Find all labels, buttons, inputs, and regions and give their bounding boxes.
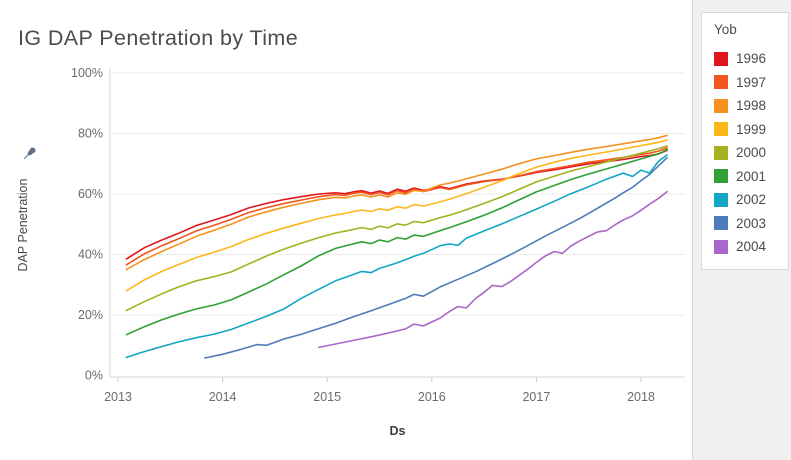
series-line-1996[interactable] xyxy=(125,149,668,260)
pushpin-icon xyxy=(23,147,36,160)
x-axis-title: Ds xyxy=(389,424,406,438)
legend-swatch-1996 xyxy=(714,51,728,66)
legend-title: Yob xyxy=(714,22,737,37)
legend-card: Yob 1996 1997 1998 1999 2000 2001 2002 2003 2004 xyxy=(701,12,789,270)
y-tick-label-80%: 80% xyxy=(78,127,103,141)
series-line-1999[interactable] xyxy=(125,139,668,292)
x-tick-label-2018: 2018 xyxy=(627,390,655,404)
legend-item-label: 2001 xyxy=(736,168,767,184)
y-tick-label-100%: 100% xyxy=(71,66,103,80)
legend-item-2000[interactable]: 2000 xyxy=(714,141,788,165)
legend-swatch-2001 xyxy=(714,169,728,184)
y-tick-label-40%: 40% xyxy=(78,248,103,262)
legend-item-2003[interactable]: 2003 xyxy=(714,212,788,236)
series-line-2000[interactable] xyxy=(125,145,668,312)
legend-item-label: 2000 xyxy=(736,145,767,161)
legend-items: 1996 1997 1998 1999 2000 2001 2002 2003 2004 xyxy=(714,47,788,259)
chart-title: IG DAP Penetration by Time xyxy=(18,26,299,50)
y-tick-label-20%: 20% xyxy=(78,308,103,322)
series-line-2003[interactable] xyxy=(204,156,668,359)
legend-item-label: 2003 xyxy=(736,215,767,231)
series-line-1997[interactable] xyxy=(125,146,668,266)
legend-item-2004[interactable]: 2004 xyxy=(714,235,788,259)
x-tick-label-2017: 2017 xyxy=(522,390,550,404)
legend-item-label: 1999 xyxy=(736,121,767,137)
legend-item-2001[interactable]: 2001 xyxy=(714,165,788,189)
legend-item-label: 1997 xyxy=(736,74,767,90)
legend-item-label: 1996 xyxy=(736,51,767,67)
series-line-2004[interactable] xyxy=(317,190,668,349)
line-chart-plot[interactable]: 0% 20% 40% 60% 80% 100% 2013 2014 2015 2016 2017 20… xyxy=(0,0,692,460)
series-line-1998[interactable] xyxy=(125,134,668,271)
legend-item-1997[interactable]: 1997 xyxy=(714,71,788,95)
legend-swatch-2004 xyxy=(714,239,728,254)
legend-item-1999[interactable]: 1999 xyxy=(714,118,788,142)
series-line-2001[interactable] xyxy=(125,148,668,336)
legend-swatch-2003 xyxy=(714,216,728,231)
legend-swatch-2000 xyxy=(714,145,728,160)
series-line-2002[interactable] xyxy=(125,154,668,359)
x-tick-label-2016: 2016 xyxy=(418,390,446,404)
legend-swatch-1997 xyxy=(714,75,728,90)
legend-swatch-1998 xyxy=(714,98,728,113)
legend-item-2002[interactable]: 2002 xyxy=(714,188,788,212)
y-tick-label-0%: 0% xyxy=(85,369,103,383)
pin-axis-icon[interactable] xyxy=(20,144,39,163)
legend-item-1996[interactable]: 1996 xyxy=(714,47,788,71)
legend-item-1998[interactable]: 1998 xyxy=(714,94,788,118)
legend-swatch-2002 xyxy=(714,192,728,207)
legend-item-label: 2002 xyxy=(736,192,767,208)
x-tick-label-2014: 2014 xyxy=(209,390,237,404)
x-tick-label-2013: 2013 xyxy=(104,390,132,404)
y-tick-label-60%: 60% xyxy=(78,187,103,201)
legend-swatch-1999 xyxy=(714,122,728,137)
legend-item-label: 2004 xyxy=(736,239,767,255)
x-tick-label-2015: 2015 xyxy=(313,390,341,404)
legend-panel: Yob 1996 1997 1998 1999 2000 2001 2002 2003 2004 xyxy=(692,0,791,460)
legend-item-label: 1998 xyxy=(736,98,767,114)
